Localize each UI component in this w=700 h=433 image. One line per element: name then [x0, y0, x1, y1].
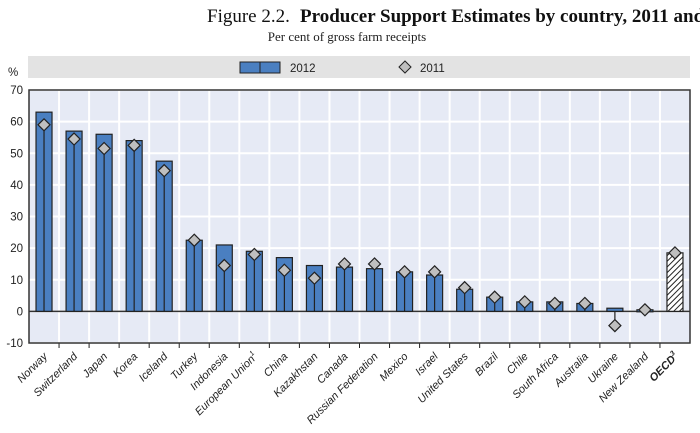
marker-2011	[247, 247, 262, 262]
marker-2011	[427, 264, 442, 279]
plot-frame	[28, 89, 691, 344]
legend-swatch-2011	[398, 60, 412, 74]
y-tick-label: 20	[10, 243, 23, 255]
y-tick-label: 50	[10, 148, 23, 160]
legend-box	[28, 56, 690, 78]
y-tick-label: 70	[10, 85, 23, 97]
chart-title: Producer Support Estimates by country, 2…	[300, 6, 700, 27]
marker-2011	[668, 246, 682, 260]
y-tick-label: 60	[10, 117, 23, 129]
footnote-marker: 1	[249, 350, 257, 358]
marker-2011	[337, 257, 352, 271]
y-axis-label: %	[8, 67, 18, 79]
y-tick-label: -10	[6, 338, 23, 350]
y-tick-label: 10	[10, 275, 23, 287]
marker-2011	[307, 271, 322, 286]
marker-2011	[127, 138, 142, 153]
legend-label-2011: 2011	[420, 63, 445, 75]
marker-2011	[157, 163, 172, 178]
marker-2011	[517, 295, 532, 309]
x-tick-label: Iceland	[137, 350, 171, 384]
marker-2011	[638, 302, 652, 317]
x-tick-label: Brazil	[473, 350, 501, 378]
marker-2011	[487, 290, 502, 304]
bar-2012	[606, 307, 624, 312]
y-tick-label: 40	[10, 180, 23, 192]
x-tick-label: OECD3	[647, 350, 681, 384]
marker-2011	[277, 263, 292, 278]
marker-2011	[367, 257, 382, 271]
y-tick-label: 30	[10, 212, 23, 224]
x-tick-label: Japan	[80, 351, 110, 381]
marker-2011	[547, 296, 562, 311]
x-tick-label: Israel	[413, 350, 441, 378]
chart-subtitle: Per cent of gross farm receipts	[268, 29, 426, 44]
x-tick-label: Mexico	[378, 351, 411, 384]
y-tick-label: 0	[17, 306, 23, 318]
marker-2011	[457, 280, 472, 295]
x-tick-label: Chile	[505, 351, 531, 377]
footnote-marker: 3	[669, 350, 677, 358]
marker-2011	[217, 258, 232, 273]
marker-2011	[67, 132, 81, 146]
legend-label-2012: 2012	[290, 63, 316, 75]
marker-2011	[608, 318, 622, 333]
bar-2012	[666, 252, 684, 312]
marker-2011	[37, 117, 51, 132]
marker-2011	[577, 296, 592, 311]
marker-2011	[97, 141, 111, 156]
figure-label: Figure 2.2.	[207, 6, 290, 27]
marker-2011	[187, 233, 202, 248]
marker-2011	[397, 264, 412, 279]
